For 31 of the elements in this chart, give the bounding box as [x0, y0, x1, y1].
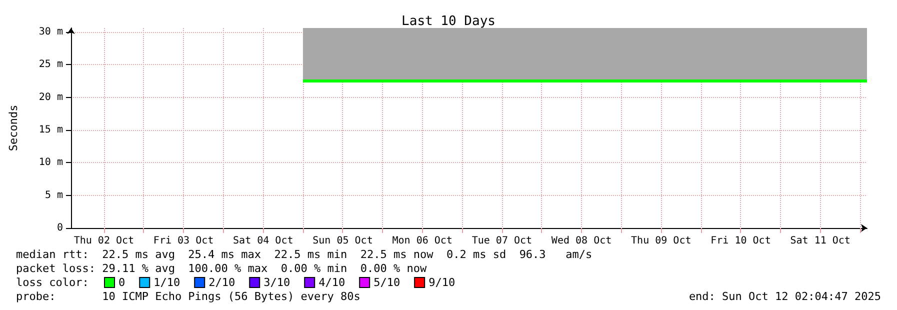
legend-label: 1/10 [154, 276, 180, 289]
y-tick-label: 30 m [38, 26, 63, 38]
text: packet loss: 29.11 % avg 100.00 % max 0.00 % min 0.00 % now [16, 262, 427, 275]
y-tick-label: 15 m [38, 124, 63, 136]
legend-label: 0 [118, 276, 126, 289]
legend-label: 3/10 [264, 276, 290, 289]
y-tick-label: 0 [56, 222, 63, 234]
x-tick-label: Sun 05 Oct [312, 236, 373, 246]
y-tick-label: 5 m [44, 190, 63, 201]
x-tick-label: Mon 06 Oct [392, 236, 452, 246]
x-tick-label: Thu 09 Oct [631, 236, 692, 246]
legend-label: 9/10 [428, 276, 456, 289]
legend-label: 4/10 [318, 276, 346, 289]
legend-title: loss color: [16, 276, 89, 289]
text: median rtt: 22.5 ms avg 25.4 ms max 22.5 ms min 22.5 ms now 0.2 ms sd 96.3 am/s [16, 248, 592, 261]
y-axis-title: Seconds [7, 104, 20, 152]
y-tick-label: 20 m [38, 92, 63, 103]
x-tick-label: Wed 08 Oct [551, 236, 612, 246]
legend-label: 2/10 [208, 276, 236, 289]
x-tick-label: Thu 02 Oct [74, 236, 134, 246]
legend-label: 5/10 [374, 276, 400, 289]
text: end: Sun Oct 12 02:04:47 2025 [688, 290, 881, 303]
x-tick-label: Sat 04 Oct [233, 236, 294, 246]
x-tick-label: Fri 10 Oct [710, 236, 771, 246]
y-tick-label: 10 m [38, 157, 63, 168]
x-tick-label: Sat 11 Oct [790, 236, 850, 246]
text: probe: 10 ICMP Echo Pings (56 Bytes) every 80s [16, 290, 360, 303]
y-tick-label: 25 m [38, 59, 63, 70]
chart-title: Last 10 Days [402, 14, 496, 29]
x-tick-label: Fri 03 Oct [153, 236, 214, 246]
x-tick-label: Tue 07 Oct [472, 236, 532, 246]
